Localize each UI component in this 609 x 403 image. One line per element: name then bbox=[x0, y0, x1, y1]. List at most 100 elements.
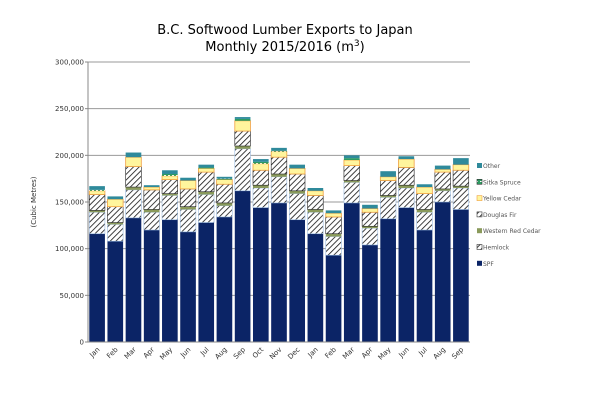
bar-segment-spf bbox=[162, 219, 178, 342]
y-tick-label: 150,000 bbox=[55, 199, 84, 207]
bar-segment-hemlock bbox=[452, 187, 470, 210]
bar-segment-yellow-cedar bbox=[270, 151, 288, 158]
bar-segment-other bbox=[453, 158, 469, 165]
bar-segment-other bbox=[271, 147, 287, 151]
bar-segment-douglas-fir bbox=[252, 169, 269, 186]
legend-swatch-western-red-cedar bbox=[477, 228, 482, 234]
bar-segment-douglas-fir bbox=[198, 171, 215, 193]
bar-segment-douglas-fir bbox=[125, 166, 142, 188]
bar-segment-spf bbox=[325, 255, 342, 342]
bar-segment-yellow-cedar bbox=[107, 198, 124, 208]
bar-segment-douglas-fir bbox=[289, 173, 306, 192]
bar-segment-yellow-cedar bbox=[179, 180, 197, 190]
bar-segment-yellow-cedar bbox=[379, 176, 397, 181]
bar-segment-sitka-spruce bbox=[198, 167, 215, 169]
legend-swatch-hemlock bbox=[476, 244, 483, 250]
x-tick-label: Dec bbox=[286, 346, 301, 361]
bar-segment-hemlock bbox=[343, 182, 360, 204]
bar-segment-spf bbox=[252, 207, 269, 342]
bar-segment-other bbox=[162, 170, 178, 174]
bar-segment-douglas-fir bbox=[452, 169, 470, 187]
bar-segment-yellow-cedar bbox=[198, 167, 215, 173]
bar-segment-western-red-cedar bbox=[143, 209, 160, 213]
bar-segment-spf bbox=[398, 207, 415, 342]
x-tick-label: Apr bbox=[360, 346, 374, 360]
legend-label: Other bbox=[483, 163, 501, 170]
bar-segment-douglas-fir bbox=[270, 156, 288, 175]
y-tick-label: 250,000 bbox=[55, 105, 84, 113]
x-tick-label: Aug bbox=[214, 346, 229, 361]
bar-segment-hemlock bbox=[88, 211, 106, 235]
legend-swatch-other bbox=[477, 163, 482, 168]
x-tick-label: Feb bbox=[105, 345, 120, 360]
bar-segment-yellow-cedar bbox=[398, 158, 415, 168]
bar-segment-hemlock bbox=[161, 195, 178, 221]
legend-label: SPF bbox=[483, 261, 494, 268]
x-tick-label: Oct bbox=[251, 346, 265, 360]
bar-segment-western-red-cedar bbox=[271, 174, 287, 177]
bar-segment-other bbox=[107, 196, 124, 200]
x-tick-label: Mar bbox=[341, 346, 356, 361]
chart-title-line2: Monthly 2015/2016 (m3) bbox=[205, 39, 364, 55]
bar-segment-hemlock bbox=[270, 176, 288, 204]
bar-segment-western-red-cedar bbox=[398, 185, 415, 188]
x-tick-label: May bbox=[377, 346, 393, 362]
bar-segment-spf bbox=[453, 209, 469, 342]
x-tick-label: Mar bbox=[123, 346, 138, 361]
bar-segment-yellow-cedar bbox=[234, 120, 251, 132]
bar-segment-western-red-cedar bbox=[125, 187, 142, 190]
x-tick-label: Sep bbox=[450, 345, 465, 360]
bar-segment-hemlock bbox=[325, 236, 342, 256]
bar-segment-western-red-cedar bbox=[198, 191, 215, 195]
bar-segment-other bbox=[89, 186, 105, 190]
bar-segment-hemlock bbox=[398, 187, 415, 208]
bar-segment-yellow-cedar bbox=[452, 164, 470, 171]
y-tick-label: 300,000 bbox=[55, 59, 84, 67]
bar-segment-douglas-fir bbox=[143, 189, 160, 210]
bar-segment-douglas-fir bbox=[416, 193, 433, 210]
bar-segment-hemlock bbox=[289, 193, 306, 221]
bar-segment-hemlock bbox=[234, 148, 251, 192]
bar-segment-western-red-cedar bbox=[343, 180, 360, 183]
bar-segment-spf bbox=[234, 190, 251, 342]
y-axis-label: (Cubic Metres) bbox=[30, 176, 38, 227]
chart-title-superscript: 3 bbox=[354, 39, 360, 49]
bar-segment-hemlock bbox=[179, 209, 197, 233]
bar-segment-douglas-fir bbox=[361, 211, 379, 227]
x-tick-label: Apr bbox=[142, 346, 156, 360]
bar-segment-sitka-spruce bbox=[234, 118, 251, 121]
x-tick-label: Jul bbox=[198, 346, 210, 358]
bar-segment-western-red-cedar bbox=[216, 202, 233, 206]
bar-segment-spf bbox=[416, 230, 433, 342]
bar-segment-spf bbox=[271, 202, 287, 342]
bar-segment-yellow-cedar bbox=[361, 208, 379, 213]
bar-segment-douglas-fir bbox=[107, 206, 124, 223]
y-tick-label: 100,000 bbox=[55, 245, 84, 253]
bar-segment-hemlock bbox=[143, 211, 160, 231]
bar-segment-spf bbox=[125, 217, 142, 342]
legend-swatch-yellow-cedar bbox=[476, 195, 483, 201]
bar-segment-spf bbox=[198, 222, 215, 342]
bar-segment-western-red-cedar bbox=[252, 185, 269, 188]
x-tick-label: Jan bbox=[88, 346, 102, 360]
bar-segment-douglas-fir bbox=[307, 195, 324, 210]
bar-segment-western-red-cedar bbox=[380, 195, 396, 198]
bar-segment-spf bbox=[216, 216, 233, 342]
x-tick-label: Sep bbox=[232, 345, 247, 360]
bar-segment-western-red-cedar bbox=[107, 222, 124, 225]
bar-segment-other bbox=[198, 164, 215, 168]
bar-segment-hemlock bbox=[307, 211, 324, 235]
bar-segment-sitka-spruce bbox=[216, 178, 233, 180]
bar-segment-western-red-cedar bbox=[325, 233, 342, 237]
legend-label: Western Red Cedar bbox=[483, 228, 541, 235]
x-tick-label: Feb bbox=[324, 345, 339, 360]
bar-segment-douglas-fir bbox=[398, 167, 415, 186]
bar-segment-yellow-cedar bbox=[325, 212, 342, 218]
y-tick-label: 50,000 bbox=[60, 292, 85, 300]
bar-segment-douglas-fir bbox=[161, 179, 178, 194]
bar-segment-hemlock bbox=[216, 205, 233, 218]
bar-segment-yellow-cedar bbox=[216, 179, 233, 185]
bar-segment-other bbox=[416, 184, 433, 188]
bar-segment-other bbox=[343, 155, 360, 159]
bar-segment-douglas-fir bbox=[343, 165, 360, 181]
